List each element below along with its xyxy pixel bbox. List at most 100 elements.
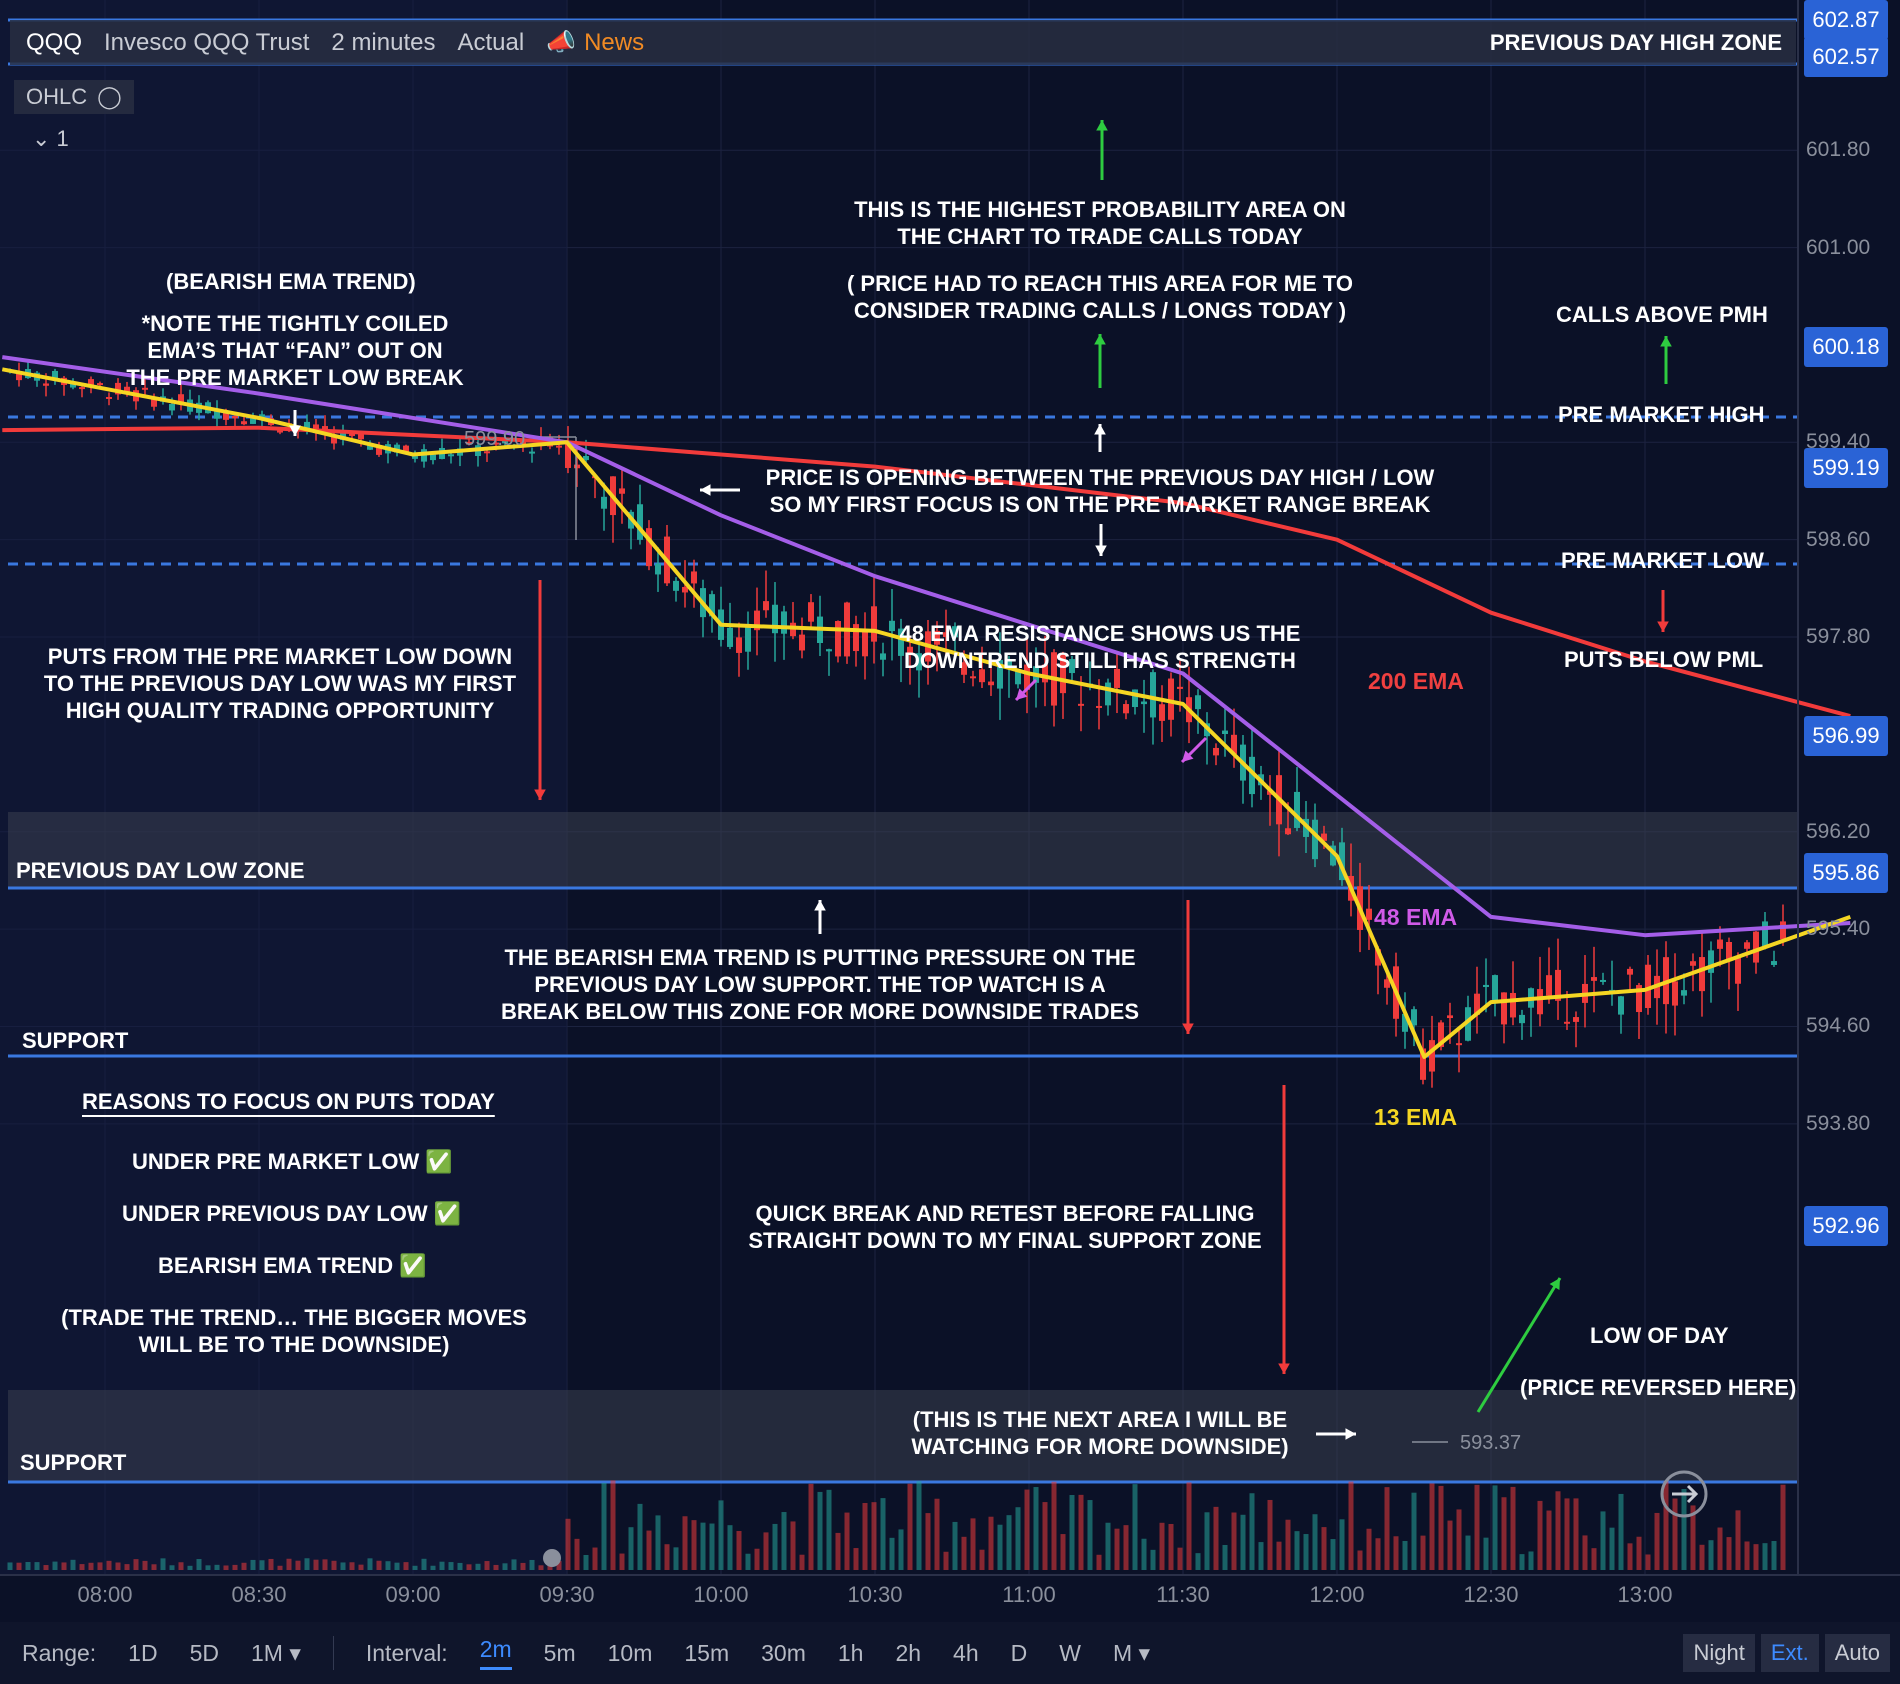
volume-bar [718, 1500, 724, 1570]
scroll-right-icon[interactable] [1660, 1470, 1708, 1518]
candle-body [1447, 1015, 1453, 1019]
candle-body [250, 417, 256, 424]
candle-body [853, 624, 859, 652]
interval-30m[interactable]: 30m [761, 1639, 806, 1666]
interval-m[interactable]: M ▾ [1112, 1639, 1151, 1666]
volume-bar [1357, 1550, 1363, 1570]
candle-body [1438, 1022, 1444, 1047]
volume-bar [853, 1548, 859, 1570]
volume-bar [1267, 1499, 1273, 1570]
candle-body [520, 441, 526, 446]
volume-bar [322, 1559, 328, 1570]
time-tick: 08:00 [77, 1582, 133, 1607]
volume-bar [178, 1562, 184, 1570]
range-1d[interactable]: 1D [128, 1639, 158, 1666]
time-tick: 09:30 [539, 1582, 595, 1607]
interval-2h[interactable]: 2h [895, 1639, 922, 1666]
interval-2m[interactable]: 2m [479, 1636, 512, 1670]
note-price-opening: PRICE IS OPENING BETWEEN THE PREVIOUS DA… [765, 465, 1435, 517]
reason-2: UNDER PREVIOUS DAY LOW ✅ [122, 1201, 462, 1226]
volume-bar [502, 1563, 508, 1570]
eye-off-icon[interactable]: ◯ [97, 84, 122, 109]
interval-w[interactable]: W [1059, 1639, 1081, 1666]
volume-bar [979, 1549, 985, 1570]
candle-body [583, 456, 589, 461]
volume-bar [727, 1525, 733, 1570]
candle-body [1150, 672, 1156, 718]
support-label: SUPPORT [22, 1028, 129, 1053]
pdl-zone-label: PREVIOUS DAY LOW ZONE [16, 858, 305, 883]
candle-body [1573, 1017, 1579, 1022]
volume-bar [376, 1560, 382, 1570]
range-5d[interactable]: 5D [189, 1639, 219, 1666]
candle-body [304, 421, 310, 430]
candle-body [241, 421, 247, 425]
reasons-title: REASONS TO FOCUS ON PUTS TODAY [82, 1089, 495, 1114]
volume-bar [1339, 1519, 1345, 1570]
volume-bar [1285, 1519, 1291, 1570]
interval-15m[interactable]: 15m [684, 1639, 730, 1666]
candle-body [808, 602, 814, 622]
candle-body [880, 653, 886, 660]
volume-bar [277, 1565, 283, 1570]
volume-bar [880, 1498, 886, 1570]
volume-bar [1780, 1484, 1786, 1570]
candle-body [1006, 660, 1012, 668]
volume-bar [1240, 1514, 1246, 1570]
volume-bar [1654, 1512, 1660, 1570]
news-button[interactable]: 📣 News [546, 28, 645, 57]
volume-bar [394, 1562, 400, 1570]
interval-4h[interactable]: 4h [953, 1639, 979, 1666]
200-ema-line [2, 425, 1851, 719]
candle-body [646, 528, 652, 567]
label-13-ema: 13 EMA [1374, 1104, 1458, 1130]
arrow [1096, 120, 1108, 180]
mode-label[interactable]: Actual [457, 28, 525, 56]
candle-body [1168, 678, 1174, 720]
interval-5m[interactable]: 5m [543, 1639, 576, 1666]
interval-10m[interactable]: 10m [607, 1639, 653, 1666]
volume-bar [52, 1561, 58, 1570]
interval-1h[interactable]: 1h [837, 1639, 864, 1666]
candle-body [970, 676, 976, 679]
volume-bar [1195, 1553, 1201, 1570]
reason-3: BEARISH EMA TREND ✅ [158, 1253, 427, 1278]
candle-body [871, 606, 877, 642]
candle-body [673, 580, 679, 591]
interval-d[interactable]: D [1010, 1639, 1028, 1666]
ohlc-legend[interactable]: OHLC ◯ [14, 80, 134, 114]
candle-body [1096, 705, 1102, 708]
legend-collapse[interactable]: ⌄ 1 [32, 126, 69, 151]
ext-toggle[interactable]: Ext. [1760, 1634, 1819, 1672]
candle-body [997, 659, 1003, 689]
symbol[interactable]: QQQ [26, 28, 83, 56]
candle-body [1708, 950, 1714, 973]
volume-bar [412, 1565, 418, 1570]
volume-bar [916, 1481, 922, 1570]
candle-body [772, 604, 778, 634]
candle-body [232, 416, 238, 419]
interval-label[interactable]: 2 minutes [331, 28, 436, 56]
range-1m[interactable]: 1M ▾ [250, 1639, 301, 1666]
candle-body [1726, 941, 1732, 961]
night-toggle[interactable]: Night [1683, 1634, 1755, 1672]
price-tag: 600.18 [1804, 327, 1888, 368]
candle-body [349, 433, 355, 436]
candle-body [1015, 671, 1021, 685]
price-tick: 599.40 [1806, 430, 1871, 454]
auto-toggle[interactable]: Auto [1824, 1634, 1890, 1672]
volume-bar [1447, 1520, 1453, 1570]
volume-bar [187, 1565, 193, 1570]
candle-body [691, 571, 697, 584]
chart-header: QQQ Invesco QQQ Trust 2 minutes Actual 📣… [10, 20, 1796, 65]
candle-body [1474, 993, 1480, 1015]
candle-body [934, 630, 940, 645]
volume-bar [754, 1548, 760, 1570]
candle-body [1024, 664, 1030, 690]
volume-bar [1609, 1527, 1615, 1570]
volume-bar [295, 1560, 301, 1570]
note-bearish-trend: (BEARISH EMA TREND) [166, 269, 416, 294]
arrow [1180, 736, 1208, 764]
time-tick: 12:00 [1309, 1582, 1365, 1607]
